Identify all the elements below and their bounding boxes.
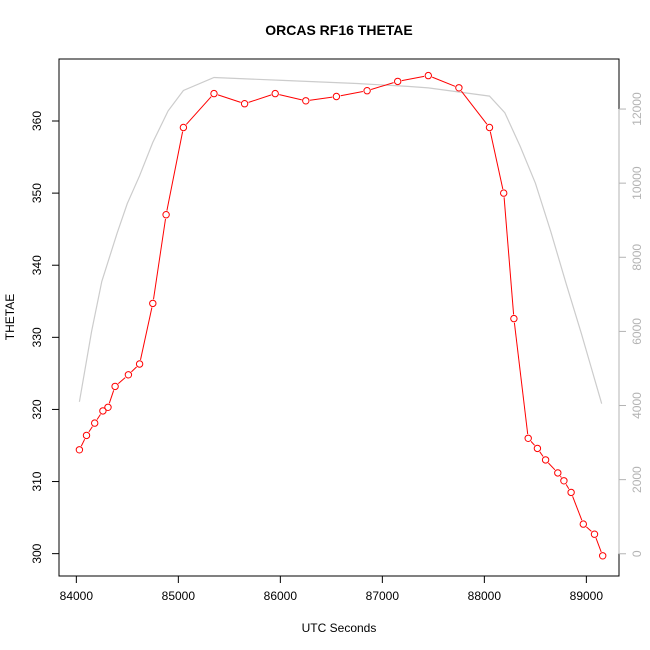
thetae-point [75,446,84,454]
thetae-segment [117,377,126,384]
thetae-point [149,299,157,308]
thetae-segment [340,91,363,97]
x-tick-label: 84000 [60,589,94,603]
y2-tick-label: 0 [630,550,644,557]
thetae-point [240,100,249,108]
thetae-point [82,431,91,440]
thetae-segment [432,76,456,87]
y2-tick-label: 2000 [630,466,644,493]
thetae-segment [489,131,504,190]
thetae-segment [166,131,184,211]
thetae-point [510,314,518,323]
thetae-point [210,89,218,98]
thetae-point [500,189,508,197]
thetae-point [271,89,279,98]
thetae-segment [548,462,556,471]
x-tick-label: 88000 [468,589,502,603]
thetae-point [179,123,188,132]
thetae-point [111,382,119,391]
thetae-segment [185,96,212,125]
thetae-point [394,77,402,86]
thetae-point [104,403,112,411]
thetae-point [485,123,494,132]
thetae-segment [513,322,529,435]
thetae-segment [88,426,93,433]
x-axis: 84000 85000 86000 87000 88000 89000 [60,575,604,603]
thetae-segment [217,94,241,103]
thetae-point [363,87,371,95]
thetae-segment [309,96,333,101]
thetae-point [590,530,599,538]
y-tick-label: 320 [30,399,44,419]
thetae-segment [461,90,488,125]
x-tick-label: 89000 [570,589,604,603]
y2-axis: 0 2000 4000 6000 8000 10000 12000 [618,92,644,557]
plot-frame [58,58,620,577]
thetae-segment [503,197,515,315]
thetae-point [554,469,562,477]
thetae-point [455,84,463,92]
thetae-segment [530,441,535,446]
thetae-point [579,520,587,528]
thetae-segment [108,390,115,404]
altitude-series [78,76,603,404]
thetae-point [567,488,575,497]
thetae-point [599,552,607,560]
thetae-segment [401,75,425,82]
thetae-point [124,371,133,379]
thetae-segment [539,451,544,457]
y-axis-label: THETAE [3,294,17,340]
altitude-line [78,76,603,404]
thetae-segment [131,366,137,373]
y2-tick-label: 12000 [630,92,644,126]
y-axis: 300 310 320 330 340 350 360 [30,111,60,564]
y2-tick-label: 4000 [630,392,644,419]
thetae-point [541,456,550,464]
thetae-segment [140,307,153,361]
thetae-series [75,71,607,560]
thetae-point [162,211,170,219]
y2-tick-label: 10000 [630,166,644,200]
thetae-point [99,407,107,415]
thetae-segment [572,496,583,521]
thetae-segment [153,218,166,300]
thetae-point [332,92,341,101]
y-tick-label: 350 [30,183,44,203]
thetae-segment [586,526,592,532]
y-tick-label: 360 [30,111,44,131]
thetae-point [524,434,532,442]
y-tick-label: 330 [30,327,44,347]
thetae-point [302,97,310,105]
y-tick-label: 300 [30,543,44,563]
thetae-point [91,419,99,427]
thetae-segment [595,537,602,553]
thetae-segment [80,438,86,447]
thetae-segment [370,82,394,90]
thetae-point [424,71,432,80]
y-tick-label: 310 [30,471,44,491]
thetae-segment [560,475,562,478]
y-tick-label: 340 [30,255,44,275]
thetae-segment [248,94,272,103]
chart-title: ORCAS RF16 THETAE [265,22,413,38]
x-tick-label: 85000 [162,589,196,603]
thetae-segment [279,94,302,101]
thetae-segment [96,414,101,420]
y2-tick-label: 8000 [630,244,644,271]
thetae-point [135,360,144,368]
y2-tick-label: 6000 [630,318,644,345]
thetae-segment [565,484,570,490]
thetae-point [560,477,568,485]
x-axis-label: UTC Seconds [302,621,377,635]
x-tick-label: 86000 [264,589,298,603]
thetae-point [533,444,542,453]
x-tick-label: 87000 [366,589,400,603]
